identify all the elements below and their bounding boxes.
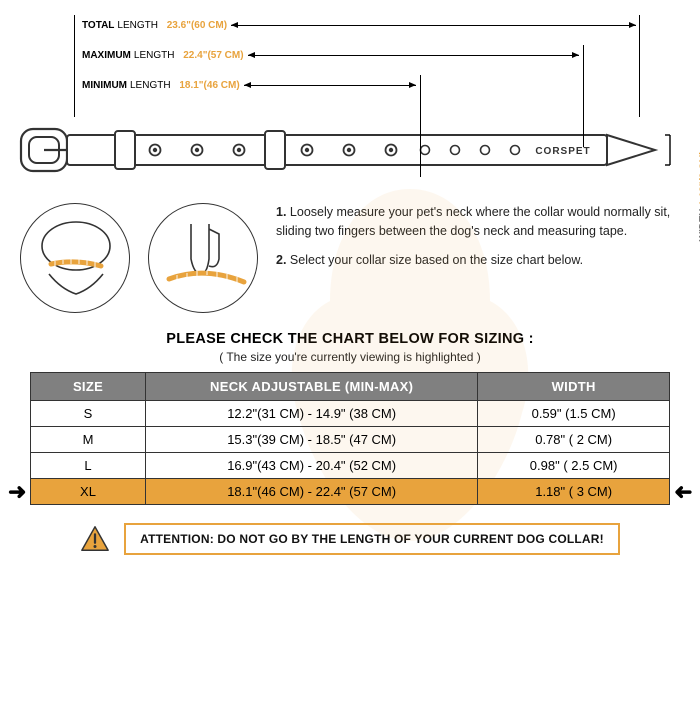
cell-neck: 16.9"(43 CM) - 20.4" (52 CM) bbox=[146, 453, 478, 479]
header-width: WIDTH bbox=[478, 373, 670, 401]
total-length-label: TOTAL bbox=[82, 20, 114, 31]
instruction-text: 1. Loosely measure your pet's neck where… bbox=[276, 203, 680, 279]
table-row: L16.9"(43 CM) - 20.4" (52 CM)0.98" ( 2.5… bbox=[31, 453, 670, 479]
min-length-label: MINIMUM bbox=[82, 80, 127, 91]
max-length-label: MAXIMUM bbox=[82, 50, 131, 61]
header-size: SIZE bbox=[31, 373, 146, 401]
size-table: SIZE NECK ADJUSTABLE (MIN-MAX) WIDTH S12… bbox=[30, 372, 670, 505]
total-length-value: 23.6"(60 CM) bbox=[167, 20, 227, 31]
header-neck: NECK ADJUSTABLE (MIN-MAX) bbox=[146, 373, 478, 401]
cell-width: 0.78" ( 2 CM) bbox=[478, 427, 670, 453]
min-length-value: 18.1"(46 CM) bbox=[179, 80, 239, 91]
measure-illustration-2 bbox=[148, 203, 258, 313]
table-row: XL18.1"(46 CM) - 22.4" (57 CM)1.18" ( 3 … bbox=[31, 479, 670, 505]
table-row: M15.3"(39 CM) - 18.5" (47 CM)0.78" ( 2 C… bbox=[31, 427, 670, 453]
cell-size: L bbox=[31, 453, 146, 479]
cell-width: 1.18" ( 3 CM) bbox=[478, 479, 670, 505]
brand-text: CORSPET bbox=[535, 146, 590, 157]
highlight-arrow-right: ➜ bbox=[674, 479, 692, 505]
cell-neck: 15.3"(39 CM) - 18.5" (47 CM) bbox=[146, 427, 478, 453]
collar-diagram: CORSPET bbox=[15, 115, 685, 185]
warning-icon bbox=[80, 524, 110, 554]
cell-size: XL bbox=[31, 479, 146, 505]
measure-illustration-1 bbox=[20, 203, 130, 313]
table-header-row: SIZE NECK ADJUSTABLE (MIN-MAX) WIDTH bbox=[31, 373, 670, 401]
dimension-lines: TOTAL LENGTH 23.6"(60 CM) MAXIMUM LENGTH… bbox=[20, 15, 680, 115]
cell-width: 0.98" ( 2.5 CM) bbox=[478, 453, 670, 479]
cell-size: S bbox=[31, 401, 146, 427]
cell-size: M bbox=[31, 427, 146, 453]
attention-banner: ATTENTION: DO NOT GO BY THE LENGTH OF YO… bbox=[124, 523, 620, 555]
cell-neck: 12.2"(31 CM) - 14.9" (38 CM) bbox=[146, 401, 478, 427]
table-row: S12.2"(31 CM) - 14.9" (38 CM)0.59" (1.5 … bbox=[31, 401, 670, 427]
cell-neck: 18.1"(46 CM) - 22.4" (57 CM) bbox=[146, 479, 478, 505]
chart-subtitle: ( The size you're currently viewing is h… bbox=[0, 350, 700, 364]
cell-width: 0.59" (1.5 CM) bbox=[478, 401, 670, 427]
highlight-arrow-left: ➜ bbox=[8, 479, 26, 505]
chart-title: PLEASE CHECK THE CHART BELOW FOR SIZING … bbox=[0, 331, 700, 347]
max-length-value: 22.4"(57 CM) bbox=[183, 50, 243, 61]
